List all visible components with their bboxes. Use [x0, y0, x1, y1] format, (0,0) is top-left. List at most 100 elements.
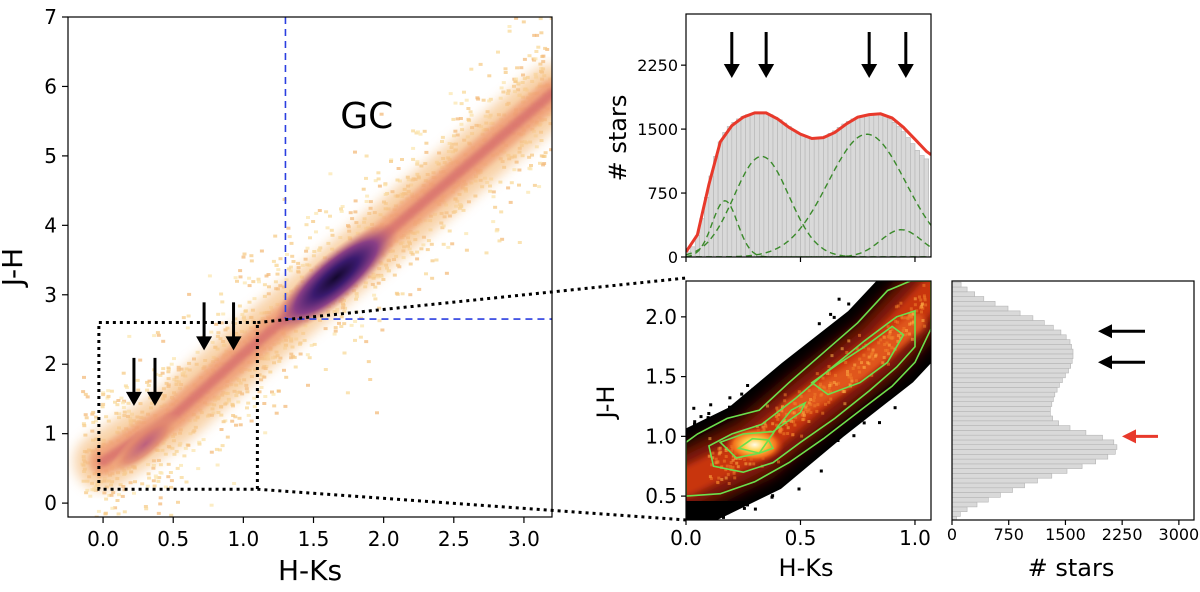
density-point — [400, 158, 404, 161]
jh-plot-frame — [951, 280, 1195, 521]
density-point — [274, 263, 279, 267]
density-point — [307, 356, 312, 360]
zoom-point — [692, 406, 696, 410]
density-point — [216, 312, 221, 316]
zoom-point — [911, 312, 915, 315]
density-point — [282, 368, 286, 372]
jh-x-ticks: 0 750 1500 2250 3000 — [947, 520, 1199, 544]
zoom-point — [718, 450, 722, 454]
zoom-point — [703, 426, 707, 430]
density-point — [101, 391, 106, 395]
hks-bar — [777, 119, 783, 257]
density-point — [342, 310, 347, 314]
hks-bar — [896, 126, 902, 257]
y-tick-label: 6 — [44, 74, 57, 98]
density-point — [230, 419, 235, 423]
zoom-point — [896, 339, 900, 343]
zoom-point — [757, 387, 761, 391]
density-point — [340, 205, 345, 208]
hks-bar — [745, 114, 751, 257]
hks-bar — [845, 121, 852, 257]
zoom-point — [819, 382, 822, 386]
density-point — [364, 340, 369, 344]
density-point — [144, 507, 149, 511]
zoom-point — [720, 478, 724, 481]
density-point — [183, 446, 188, 450]
zoom-point — [792, 401, 796, 405]
density-point — [408, 262, 413, 266]
zoom-point — [812, 399, 816, 402]
jh-bar — [952, 468, 1068, 474]
zoom-point — [904, 316, 907, 320]
jh-bar — [952, 506, 968, 512]
density-point — [288, 265, 293, 269]
y-tick-label: 0 — [44, 491, 57, 515]
density-point — [158, 496, 163, 500]
density-point — [348, 211, 353, 215]
arrow-head — [225, 336, 242, 351]
density-point — [262, 402, 267, 405]
arrow-head — [723, 64, 740, 78]
zoom-region-box — [97, 321, 259, 491]
jh-histogram-panel: 0 750 1500 2250 3000 # stars — [947, 280, 1199, 582]
down-arrow — [225, 302, 242, 351]
zoom-point — [929, 344, 931, 348]
density-point — [291, 260, 296, 263]
density-point — [163, 485, 168, 489]
zoom-point — [923, 298, 927, 302]
density-point — [534, 50, 539, 53]
density-point — [155, 331, 160, 335]
density-point — [276, 268, 281, 272]
density-point — [121, 371, 126, 375]
hks-bar — [882, 116, 888, 257]
zoom-point — [859, 414, 863, 418]
main-density-map — [74, 17, 552, 517]
hks-bar — [758, 111, 765, 257]
density-point — [491, 195, 496, 199]
density-point — [275, 272, 280, 276]
density-point — [216, 331, 221, 335]
density-point — [328, 172, 333, 176]
zoom-point — [923, 269, 926, 272]
density-point — [219, 292, 224, 296]
density-point — [421, 243, 426, 247]
x-tick-label: 750 — [993, 525, 1024, 544]
zoom-contour-outer — [686, 281, 931, 497]
hks-bar — [813, 138, 820, 257]
density-point — [508, 200, 513, 204]
zoom-point — [729, 461, 733, 464]
density-point — [302, 338, 307, 342]
density-point — [152, 484, 157, 488]
main-y-axis-label: J-H — [0, 248, 29, 288]
density-point — [447, 229, 452, 233]
zoom-point — [735, 461, 739, 465]
density-point — [417, 287, 422, 291]
zoom-point — [780, 409, 784, 413]
hks-bar — [873, 113, 879, 257]
density-point — [526, 190, 531, 194]
x-tick-label: 3.0 — [508, 527, 540, 551]
hks-bar — [841, 123, 847, 257]
zoom-point — [871, 351, 875, 355]
zoom-point — [929, 275, 932, 278]
density-point — [109, 493, 114, 497]
density-point — [166, 475, 171, 479]
zoom-point — [827, 389, 831, 393]
density-point — [106, 394, 111, 398]
zoom-point — [783, 371, 787, 375]
zoom-point — [905, 329, 908, 332]
density-point — [176, 365, 181, 369]
zoom-point — [870, 373, 874, 377]
zoom-point — [903, 333, 907, 337]
zoom-point — [919, 298, 923, 302]
zoom-point — [814, 347, 818, 351]
zoom-point — [781, 405, 784, 409]
density-point — [353, 338, 357, 342]
density-point — [383, 183, 388, 187]
zoom-point — [786, 426, 790, 430]
density-point — [306, 383, 310, 387]
density-point — [400, 292, 405, 296]
y-tick-label: 3 — [44, 283, 57, 307]
density-point — [247, 276, 252, 280]
